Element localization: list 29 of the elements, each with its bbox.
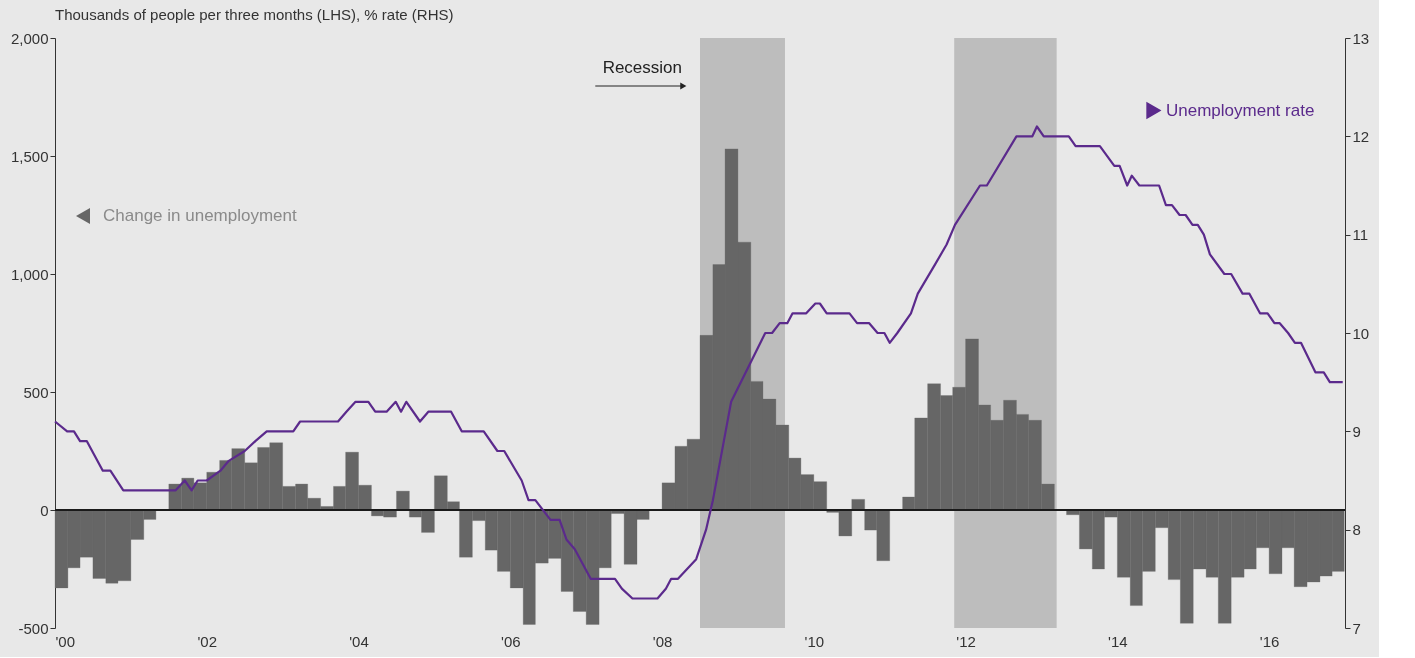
x-tick-label: '02 [197, 632, 218, 650]
chart-title: Thousands of people per three months (LHS), % rate (RHS) [55, 6, 454, 23]
legend-label: Change in unemployment [103, 206, 298, 225]
y2-tick-label: 9 [1352, 422, 1361, 440]
bar [396, 490, 410, 511]
x-tick-label: '04 [349, 632, 369, 650]
x-tick-label: '08 [652, 632, 673, 650]
y2-tick-label: 10 [1352, 324, 1370, 342]
x-tick-label: '10 [804, 632, 825, 650]
y-tick-label: 1,000 [10, 265, 49, 283]
x-tick-label: '16 [1259, 632, 1280, 650]
x-tick-label: '06 [501, 632, 521, 650]
legend-label: Unemployment rate [1166, 100, 1315, 120]
band-label: Recession [602, 58, 682, 77]
bar [851, 499, 865, 511]
y-tick-label: -500 [18, 619, 49, 637]
x-tick-label: '12 [956, 632, 976, 650]
line-series [53, 125, 1344, 600]
y-tick-label: 500 [23, 383, 49, 401]
y2-tick-label: 12 [1352, 127, 1370, 145]
y2-tick-label: 8 [1352, 521, 1361, 539]
y2-tick-label: 7 [1352, 619, 1361, 637]
y2-tick-label: 13 [1352, 29, 1370, 47]
y-tick-label: 1,500 [10, 147, 49, 165]
x-tick-label: '00 [55, 632, 76, 650]
x-tick-label: '14 [1108, 632, 1128, 650]
y2-tick-label: 11 [1352, 226, 1369, 244]
y-tick-label: 2,000 [10, 29, 49, 47]
y-tick-label: 0 [40, 501, 49, 519]
